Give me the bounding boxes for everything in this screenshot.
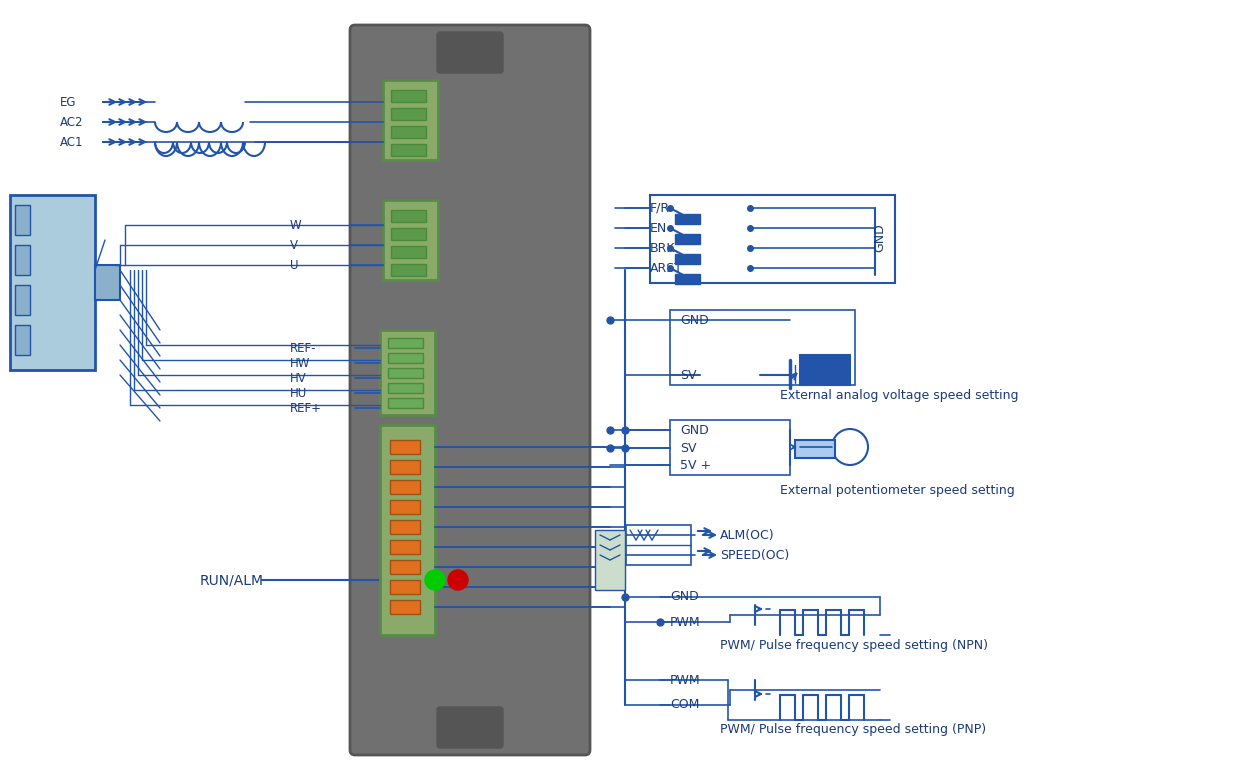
Text: PWM/ Pulse frequency speed setting (PNP): PWM/ Pulse frequency speed setting (PNP) [720,724,986,737]
Bar [390,520,420,534]
Text: REF+: REF+ [290,401,322,414]
Text: ARST: ARST [650,261,684,274]
Bar [391,246,426,258]
Text: COM: COM [670,699,700,711]
Bar [390,540,420,554]
Bar [383,80,438,160]
Text: REF-: REF- [290,342,316,355]
Circle shape [448,570,468,590]
Bar [391,108,426,120]
Text: SPEED(OC): SPEED(OC) [720,549,789,561]
Text: GND: GND [670,591,698,604]
Bar [670,420,791,475]
Bar [95,265,120,300]
Text: HW: HW [290,356,310,369]
Bar [391,144,426,156]
Bar [675,254,700,264]
Text: External potentiometer speed setting: External potentiometer speed setting [781,483,1015,496]
Bar [391,126,426,138]
Bar [801,355,850,385]
Bar [670,310,855,385]
Bar [388,353,423,363]
Bar [390,500,420,514]
Bar [15,285,30,315]
Text: PWM: PWM [670,673,701,686]
Text: EG: EG [60,96,76,108]
Circle shape [425,570,444,590]
Bar [10,195,95,370]
Bar [388,368,423,378]
Bar [391,90,426,102]
Bar [390,480,420,494]
Bar [390,460,420,474]
Text: 5V +: 5V + [680,458,711,472]
Bar [383,200,438,280]
Text: PWM: PWM [670,615,701,628]
Text: SV: SV [680,441,696,455]
Bar [390,440,420,454]
Text: U: U [290,258,299,271]
Text: GND: GND [680,424,708,437]
Bar [650,195,895,283]
Bar [675,274,700,284]
Bar [390,600,420,614]
Text: GND: GND [874,223,886,252]
Bar [390,560,420,574]
Bar [675,234,700,244]
Text: GND: GND [680,314,708,326]
FancyBboxPatch shape [437,32,503,73]
Bar [380,425,435,635]
Text: HV: HV [290,372,306,384]
Bar [796,440,835,458]
Bar [15,245,30,275]
Text: V: V [290,239,298,251]
Text: RUN/ALM: RUN/ALM [200,573,264,587]
Bar [15,205,30,235]
Text: W: W [290,219,301,231]
Text: External analog voltage speed setting: External analog voltage speed setting [781,389,1018,401]
Bar [391,210,426,222]
Bar [380,330,435,415]
FancyBboxPatch shape [350,25,590,755]
Bar [390,580,420,594]
FancyBboxPatch shape [437,707,503,748]
Bar [15,325,30,355]
Bar [388,383,423,393]
Bar [388,398,423,408]
Bar [626,525,691,565]
Bar [675,214,700,224]
Text: SV: SV [680,369,696,382]
Text: EN: EN [650,222,667,234]
Bar [388,338,423,348]
Text: PWM/ Pulse frequency speed setting (NPN): PWM/ Pulse frequency speed setting (NPN) [720,638,989,652]
Bar [595,530,625,590]
Text: ALM(OC): ALM(OC) [720,529,774,542]
Text: BRK: BRK [650,241,676,254]
Bar [391,264,426,276]
Text: AC1: AC1 [60,135,83,148]
Bar [391,228,426,240]
Text: F/R: F/R [650,202,670,214]
Text: HU: HU [290,386,308,400]
Text: AC2: AC2 [60,115,83,128]
